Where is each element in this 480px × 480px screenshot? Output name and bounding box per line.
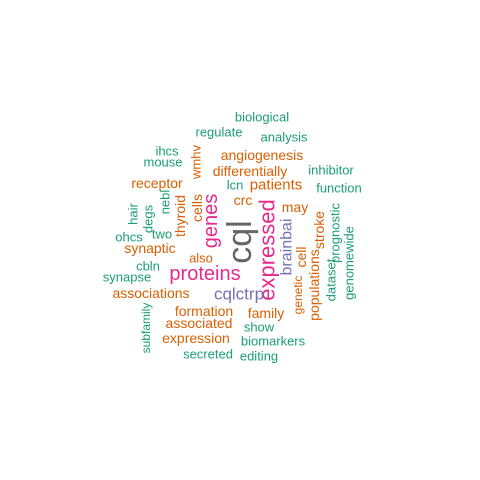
- word-family: family: [248, 305, 285, 321]
- word-genes: genes: [200, 194, 222, 249]
- word-populations: populations: [306, 249, 322, 321]
- word-inhibitor: inhibitor: [308, 163, 354, 178]
- word-nebl: nebl: [158, 190, 173, 215]
- word-stroke: stroke: [311, 211, 327, 249]
- word-biological: biological: [235, 110, 289, 125]
- word-associations: associations: [112, 285, 189, 301]
- word-angiogenesis: angiogenesis: [221, 147, 304, 163]
- word-cbln: cbln: [136, 259, 160, 274]
- word-expression: expression: [162, 330, 230, 346]
- word-brainbai: brainbai: [279, 219, 296, 276]
- word-two: two: [152, 227, 172, 242]
- word-regulate: regulate: [196, 125, 243, 140]
- word-lcn: lcn: [227, 178, 244, 193]
- word-differentially: differentially: [213, 163, 287, 179]
- word-editing: editing: [240, 349, 278, 364]
- word-patients: patients: [250, 177, 303, 194]
- word-genomewide: genomewide: [342, 226, 357, 300]
- word-secreted: secreted: [183, 347, 233, 362]
- word-associated: associated: [166, 315, 233, 331]
- word-thyroid: thyroid: [172, 195, 188, 237]
- word-synapse: synapse: [103, 270, 151, 285]
- word-expressed: expressed: [255, 199, 280, 301]
- word-analysis: analysis: [261, 130, 308, 145]
- word-crc: crc: [234, 192, 253, 208]
- word-formation: formation: [175, 303, 233, 319]
- word-cell: cell: [293, 246, 309, 267]
- word-cells: cells: [189, 194, 205, 222]
- word-subfamily: subfamily: [139, 303, 153, 354]
- word-also: also: [189, 251, 213, 266]
- word-show: show: [244, 320, 275, 335]
- word-cql: cql: [221, 220, 259, 263]
- word-cqlctrp: cqlctrp: [214, 285, 264, 304]
- word-function: function: [316, 181, 362, 196]
- word-biomarkers: biomarkers: [241, 334, 306, 349]
- word-ihcs: ihcs: [155, 144, 179, 159]
- word-dataset: dataset: [324, 258, 339, 301]
- word-genetic: genetic: [291, 276, 305, 315]
- word-hair: hair: [126, 202, 141, 224]
- word-mouse: mouse: [143, 155, 182, 170]
- word-ohcs: ohcs: [115, 230, 143, 245]
- word-synaptic: synaptic: [124, 240, 175, 256]
- word-degs: degs: [141, 204, 156, 233]
- word-wmhv: wmhv: [189, 145, 204, 180]
- word-proteins: proteins: [169, 263, 240, 285]
- word-may: may: [282, 199, 308, 215]
- word-prognostic: prognostic: [328, 203, 343, 263]
- word-receptor: receptor: [131, 175, 183, 191]
